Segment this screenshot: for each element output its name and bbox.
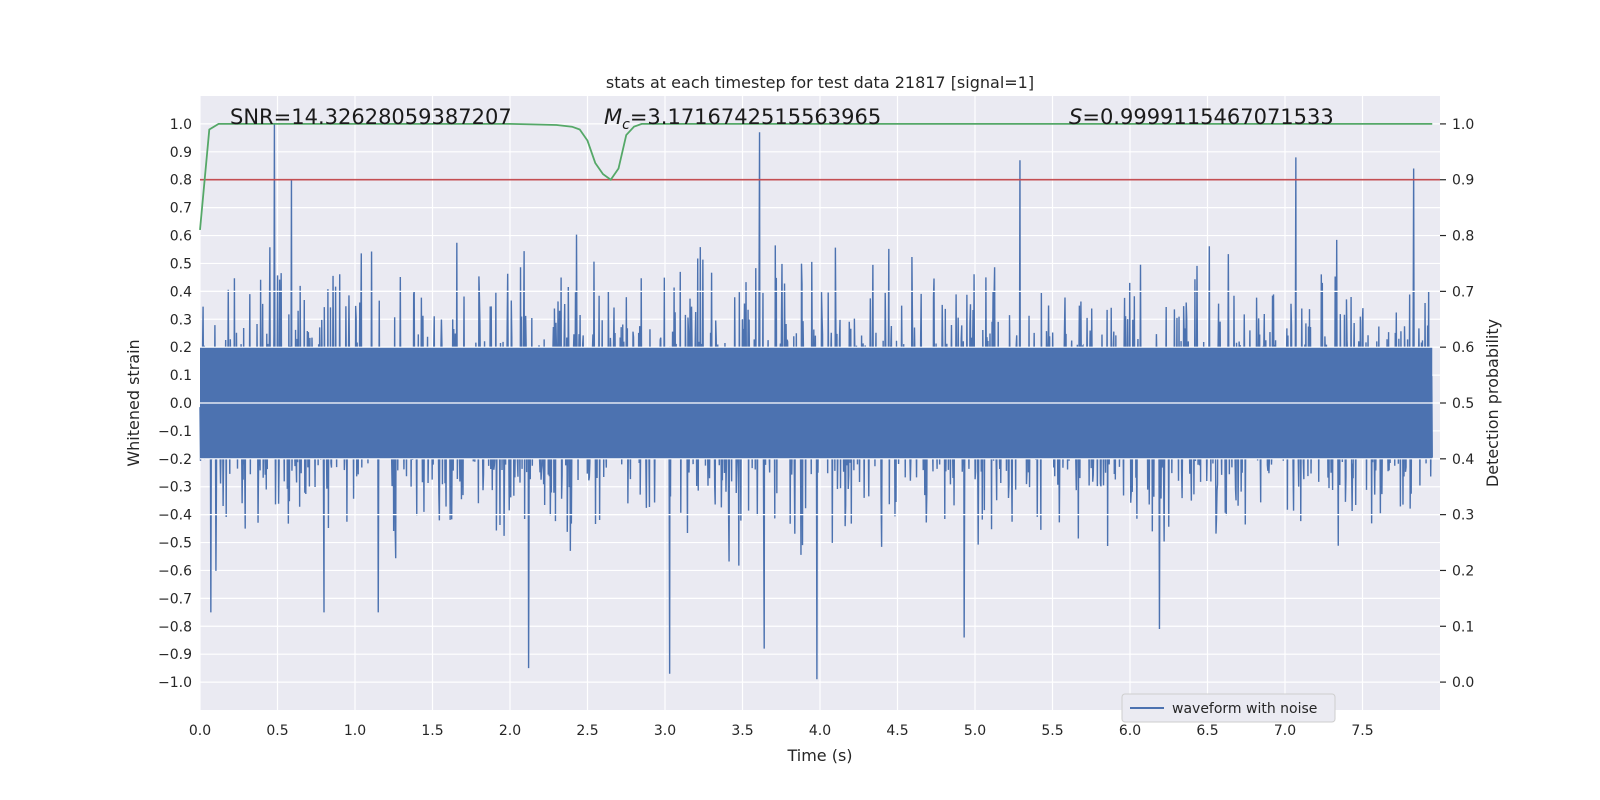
y-axis-ticks: 1.0 0.9 0.8 0.7 0.6 0.5 0.4 0.3 0.2 0.1 0.0 −0.1 −0.… [158, 117, 192, 691]
x-tick-label: 4.0 [809, 723, 831, 739]
chirp-mass-value: =3.1716742515563965 [630, 105, 881, 129]
y-tick-label: 0.3 [170, 312, 192, 328]
plot-area [199, 123, 1440, 680]
y2-tick-label: 0.0 [1452, 675, 1474, 691]
y-tick-label: −0.1 [158, 424, 192, 440]
score-symbol: S [1069, 105, 1082, 129]
y-tick-label: 0.7 [170, 201, 192, 217]
y2-tick-label: 0.8 [1452, 229, 1474, 245]
x-tick-label: 1.0 [344, 723, 366, 739]
y-tick-label: 1.0 [170, 117, 192, 133]
y2-axis-ticks: 1.0 0.9 0.8 0.7 0.6 0.5 0.4 0.3 0.2 0.1 0.0 [1440, 117, 1474, 691]
x-tick-label: 0.0 [189, 723, 211, 739]
x-tick-label: 3.0 [654, 723, 676, 739]
x-tick-label: 5.0 [964, 723, 986, 739]
x-axis-ticks: 0.0 0.5 1.0 1.5 2.0 2.5 3.0 3.5 4.0 4.5 5.0 5.5 6.0 6… [189, 723, 1374, 739]
y2-tick-label: 0.9 [1452, 173, 1474, 189]
chart-title: stats at each timestep for test data 218… [606, 73, 1034, 92]
y2-axis-label: Detection probability [1483, 319, 1502, 487]
y-tick-label: 0.4 [170, 284, 192, 300]
y2-tick-label: 1.0 [1452, 117, 1474, 133]
snr-annotation: SNR=14.32628059387207 [230, 105, 512, 129]
x-tick-label: 2.0 [499, 723, 521, 739]
legend-box [1121, 693, 1336, 723]
y-tick-label: −0.4 [158, 508, 192, 524]
waveform-series [199, 123, 1440, 680]
x-tick-label: 4.5 [886, 723, 908, 739]
x-tick-label: 0.5 [266, 723, 288, 739]
x-tick-label: 7.0 [1274, 723, 1296, 739]
chirp-mass-annotation: Mc=3.1716742515563965 [604, 105, 881, 133]
x-tick-label: 3.5 [731, 723, 753, 739]
y2-tick-label: 0.2 [1452, 563, 1474, 579]
y-tick-label: −0.2 [158, 452, 192, 468]
score-annotation: S=0.9999115467071533 [1069, 105, 1334, 129]
y-tick-label: −0.7 [158, 591, 192, 607]
x-tick-label: 6.0 [1119, 723, 1141, 739]
y-tick-label: −0.8 [158, 619, 192, 635]
y-tick-label: −0.6 [158, 563, 192, 579]
y-tick-label: 0.2 [170, 340, 192, 356]
legend: waveform with noise [1121, 693, 1336, 723]
y2-tick-label: 0.6 [1452, 340, 1474, 356]
chirp-mass-symbol: M [604, 105, 622, 129]
y2-tick-label: 0.4 [1452, 452, 1474, 468]
legend-label-waveform: waveform with noise [1172, 701, 1317, 717]
y-tick-label: −1.0 [158, 675, 192, 691]
y-tick-label: 0.6 [170, 229, 192, 245]
y-tick-label: −0.3 [158, 480, 192, 496]
x-tick-label: 5.5 [1041, 723, 1063, 739]
y2-tick-label: 0.5 [1452, 396, 1474, 412]
y-tick-label: −0.5 [158, 536, 192, 552]
chirp-mass-subscript: c [622, 117, 630, 133]
y-tick-label: 0.8 [170, 173, 192, 189]
y-tick-label: 0.1 [170, 368, 192, 384]
x-axis-label: Time (s) [786, 746, 852, 765]
y-tick-label: 0.9 [170, 145, 192, 161]
x-tick-label: 2.5 [576, 723, 598, 739]
x-tick-label: 1.5 [421, 723, 443, 739]
x-tick-label: 7.5 [1351, 723, 1373, 739]
score-value: =0.9999115467071533 [1082, 105, 1333, 129]
probability-series [199, 123, 1440, 231]
y2-tick-label: 0.3 [1452, 508, 1474, 524]
detection-probability-line [199, 123, 1433, 231]
y-tick-label: −0.9 [158, 647, 192, 663]
y-tick-label: 0.5 [170, 256, 192, 272]
y2-tick-label: 0.7 [1452, 284, 1474, 300]
x-tick-label: 6.5 [1196, 723, 1218, 739]
y-axis-label: Whitened strain [124, 339, 143, 466]
y-tick-label: 0.0 [170, 396, 192, 412]
y2-tick-label: 0.1 [1452, 619, 1474, 635]
